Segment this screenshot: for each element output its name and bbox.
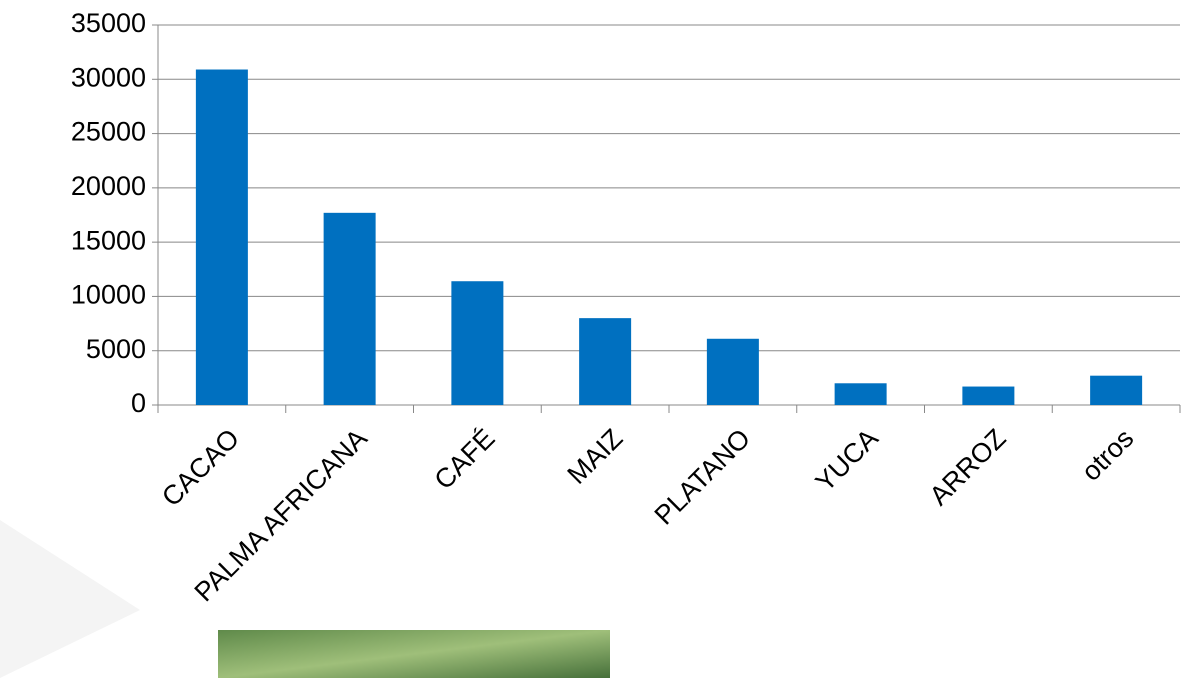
x-tick-label: ARROZ (924, 423, 1012, 511)
bar (195, 69, 248, 405)
x-tick-label: otros (1076, 423, 1140, 487)
x-tick-label: MAIZ (562, 423, 629, 490)
bar (706, 338, 759, 405)
bar (451, 281, 504, 405)
y-tick-label: 5000 (86, 334, 146, 364)
background-shape (0, 520, 140, 678)
y-tick-label: 10000 (71, 280, 146, 310)
y-tick-label: 25000 (71, 117, 146, 147)
bar (323, 212, 376, 405)
x-tick-label: CACAO (156, 423, 245, 512)
bar (834, 383, 887, 405)
y-tick-label: 30000 (71, 62, 146, 92)
y-tick-label: 15000 (71, 225, 146, 255)
bar (1090, 375, 1143, 405)
photo (218, 630, 610, 678)
y-tick-label: 20000 (71, 171, 146, 201)
x-tick-label: PLATANO (649, 423, 757, 531)
x-tick-label: CAFÉ (429, 423, 501, 495)
bar (962, 386, 1015, 405)
y-tick-label: 35000 (71, 8, 146, 38)
bar (579, 318, 632, 405)
y-tick-label: 0 (131, 388, 146, 418)
x-tick-label: YUCA (810, 423, 884, 497)
